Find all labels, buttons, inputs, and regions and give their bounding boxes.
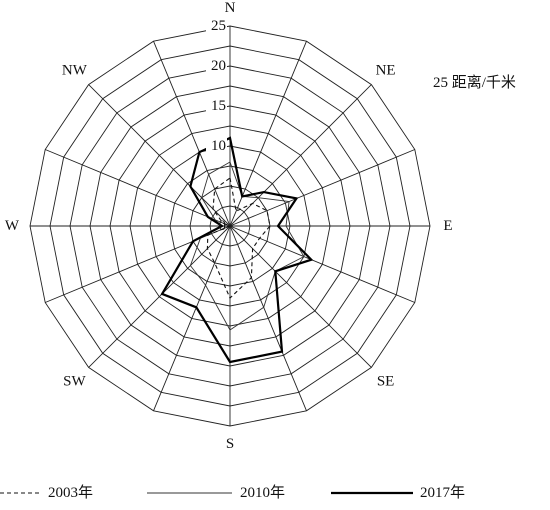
direction-label-e: E bbox=[443, 218, 452, 234]
direction-label-n: N bbox=[225, 0, 236, 16]
radial-tick-label-10: 10 bbox=[211, 138, 226, 154]
tick-label-bg bbox=[206, 18, 227, 34]
direction-label-sw: SW bbox=[63, 374, 86, 390]
legend-label-2003年: 2003年 bbox=[48, 484, 93, 501]
series-2010年 bbox=[189, 161, 305, 331]
grid-spoke bbox=[88, 84, 231, 227]
radial-tick-label-20: 20 bbox=[211, 58, 226, 74]
direction-label-s: S bbox=[226, 436, 234, 452]
grid-spoke bbox=[45, 149, 231, 227]
legend-label-2017年: 2017年 bbox=[420, 484, 465, 501]
tick-label-bg bbox=[206, 138, 227, 154]
grid-spoke bbox=[88, 225, 231, 368]
labels-layer: N NE E SE S SW W NW 0 10 15 20 25 bbox=[5, 0, 453, 452]
grid-spoke bbox=[229, 225, 307, 411]
radial-tick-label-15: 15 bbox=[211, 98, 226, 114]
grid-spoke bbox=[229, 84, 372, 227]
grid-spoke bbox=[153, 41, 231, 227]
grid-spoke bbox=[229, 225, 372, 368]
radial-tick-label-25: 25 bbox=[211, 18, 226, 34]
grid-spoke bbox=[153, 225, 231, 411]
legend-label-2010年: 2010年 bbox=[240, 484, 285, 501]
radial-tick-label-0: 0 bbox=[219, 218, 227, 234]
grid-spoke bbox=[229, 225, 415, 303]
direction-label-ne: NE bbox=[376, 62, 396, 78]
legend: 2003年 2010年 2017年 bbox=[0, 484, 465, 501]
direction-label-nw: NW bbox=[62, 62, 88, 78]
direction-label-w: W bbox=[5, 218, 20, 234]
series-2003年 bbox=[206, 177, 271, 299]
direction-label-se: SE bbox=[377, 374, 395, 390]
series-2017年 bbox=[160, 136, 314, 364]
tick-label-bg bbox=[206, 98, 227, 114]
series-layer bbox=[160, 136, 314, 364]
unit-label: 25 距离/千米 bbox=[433, 75, 516, 91]
grid-spoke bbox=[229, 149, 415, 227]
tick-label-bg bbox=[206, 58, 227, 74]
